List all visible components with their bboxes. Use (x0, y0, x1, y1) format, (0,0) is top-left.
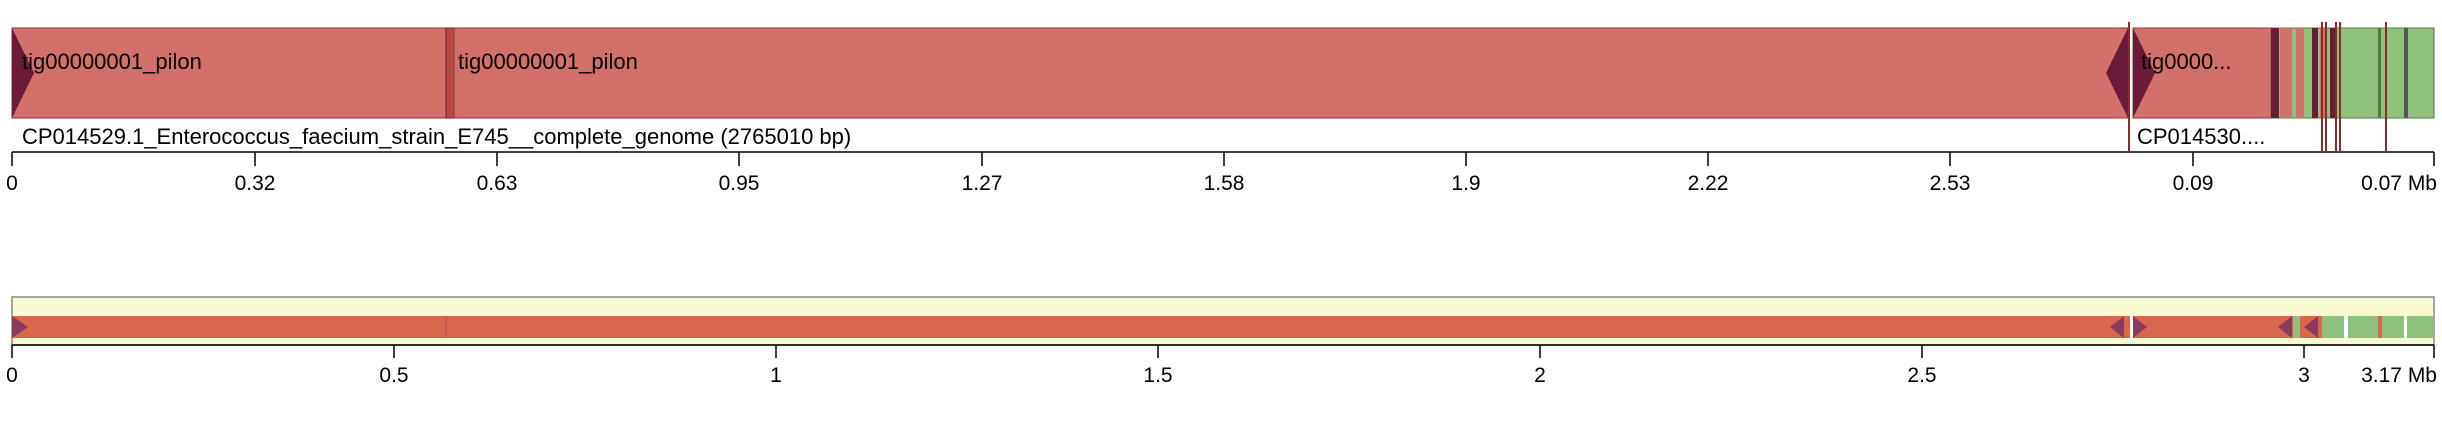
contig-direction-arrow-2 (2106, 28, 2128, 118)
contig-boundary-marker (445, 27, 455, 119)
detail-tick-label: 1.27 (962, 172, 1003, 195)
overview-tick-label: 3.17 Mb (2361, 364, 2437, 387)
detail-tick-label: 0 (6, 172, 18, 195)
detail-tick-label: 1.58 (1204, 172, 1245, 195)
contig-label-1: tig00000001_pilon (22, 49, 202, 74)
small-contig-divider (2404, 28, 2408, 118)
detail-tick-label: 0.09 (2173, 172, 2214, 195)
reference-label-2: CP014530.... (2137, 124, 2265, 149)
overview-arrow-icon (2304, 316, 2318, 338)
overview-contig-green (2326, 316, 2336, 338)
overview-contig-red (2378, 316, 2382, 338)
detail-contig-track: tig00000001_pilon tig00000001_pilon tig0… (11, 27, 2435, 119)
contig-label-2: tig00000001_pilon (458, 49, 638, 74)
small-contig-divider (2378, 28, 2381, 118)
overview-arrow-icon (2278, 316, 2292, 338)
overview-contig-red (12, 316, 2130, 338)
contig-label-3: tig0000... (2141, 49, 2232, 74)
overview-arrow-icon (12, 316, 28, 338)
overview-tick-label: 0 (6, 364, 18, 387)
overview-gap (2130, 316, 2133, 338)
overview-tick-label: 1.5 (1143, 364, 1172, 387)
detail-tick-label: 1.9 (1451, 172, 1480, 195)
contig-block-1[interactable] (11, 27, 451, 119)
contig-block-green[interactable] (2270, 27, 2435, 119)
detail-tick-label: 0.63 (477, 172, 518, 195)
small-contig-dark (2330, 28, 2336, 118)
detail-tick-label: 0.07 Mb (2361, 172, 2437, 195)
detail-tick-label: 2.22 (1688, 172, 1729, 195)
contig-direction-arrow-1 (12, 28, 34, 118)
detail-tick-label: 2.53 (1930, 172, 1971, 195)
detail-tick-label: 0.95 (719, 172, 760, 195)
detail-tick-label: 0.32 (235, 172, 276, 195)
reference-label-1: CP014529.1_Enterococcus_faecium_strain_E… (22, 124, 851, 149)
overview-gap (2344, 316, 2348, 338)
small-contig-red (2280, 28, 2292, 118)
overview-tick-label: 3 (2298, 364, 2310, 387)
small-contig-red (2296, 28, 2304, 118)
reference-label-row: CP014529.1_Enterococcus_faecium_strain_E… (12, 22, 2434, 153)
overview-contig-green (2273, 316, 2434, 338)
contig-block-2[interactable] (453, 27, 2129, 119)
overview-tick-label: 2.5 (1907, 364, 1936, 387)
overview-tick-label: 2 (1534, 364, 1546, 387)
overview-tick-label: 1 (770, 364, 782, 387)
overview-arrow-icon (2133, 316, 2147, 338)
detail-axis: 0 0.32 0.63 0.95 1.27 1.58 1.9 2.22 2.53… (6, 152, 2437, 195)
overview-gap (2404, 316, 2407, 338)
small-contig-dark (2312, 28, 2318, 118)
small-contig-dark (2271, 28, 2279, 118)
overview-arrow-icon (2110, 316, 2124, 338)
overview-tick-label: 0.5 (379, 364, 408, 387)
overview-track (11, 296, 2435, 346)
reference-gap (2128, 28, 2133, 118)
overview-contig-red (2133, 316, 2273, 338)
contig-direction-arrow-3 (2133, 28, 2155, 118)
overview-axis: 0 0.5 1 1.5 2 2.5 3 3.17 Mb (6, 344, 2437, 387)
